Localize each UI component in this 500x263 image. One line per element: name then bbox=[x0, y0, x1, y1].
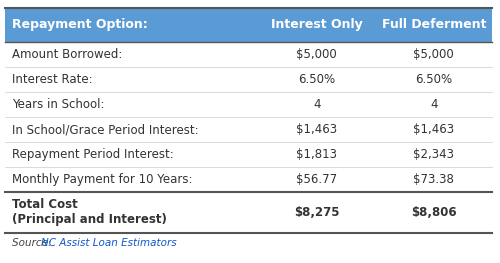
Text: Total Cost
(Principal and Interest): Total Cost (Principal and Interest) bbox=[12, 198, 168, 226]
Bar bbox=[5, 192, 492, 233]
Text: $1,463: $1,463 bbox=[296, 123, 338, 136]
Bar bbox=[5, 42, 492, 67]
Text: 4: 4 bbox=[430, 98, 438, 111]
Text: $1,813: $1,813 bbox=[296, 148, 338, 161]
Text: 6.50%: 6.50% bbox=[298, 73, 336, 86]
Bar bbox=[5, 167, 492, 192]
Text: In School/Grace Period Interest:: In School/Grace Period Interest: bbox=[12, 123, 199, 136]
Text: Years in School:: Years in School: bbox=[12, 98, 105, 111]
Text: NC Assist Loan Estimators: NC Assist Loan Estimators bbox=[41, 238, 176, 248]
Text: Amount Borrowed:: Amount Borrowed: bbox=[12, 48, 123, 61]
Text: Full Deferment: Full Deferment bbox=[382, 18, 486, 32]
Text: $5,000: $5,000 bbox=[414, 48, 454, 61]
Text: Interest Rate:: Interest Rate: bbox=[12, 73, 93, 86]
Text: 6.50%: 6.50% bbox=[415, 73, 453, 86]
Text: $56.77: $56.77 bbox=[296, 173, 338, 186]
Bar bbox=[5, 92, 492, 117]
Text: $8,275: $8,275 bbox=[294, 206, 340, 219]
Text: $8,806: $8,806 bbox=[411, 206, 457, 219]
Bar bbox=[5, 8, 492, 42]
Text: Source:: Source: bbox=[12, 238, 55, 248]
Text: 4: 4 bbox=[313, 98, 320, 111]
Bar bbox=[5, 142, 492, 167]
Text: $2,343: $2,343 bbox=[414, 148, 455, 161]
Text: $73.38: $73.38 bbox=[414, 173, 454, 186]
Bar bbox=[5, 117, 492, 142]
Text: $1,463: $1,463 bbox=[413, 123, 455, 136]
Text: Repayment Period Interest:: Repayment Period Interest: bbox=[12, 148, 174, 161]
Text: Repayment Option:: Repayment Option: bbox=[12, 18, 148, 32]
Bar bbox=[5, 67, 492, 92]
Text: Interest Only: Interest Only bbox=[271, 18, 362, 32]
Text: Monthly Payment for 10 Years:: Monthly Payment for 10 Years: bbox=[12, 173, 193, 186]
Text: $5,000: $5,000 bbox=[296, 48, 337, 61]
